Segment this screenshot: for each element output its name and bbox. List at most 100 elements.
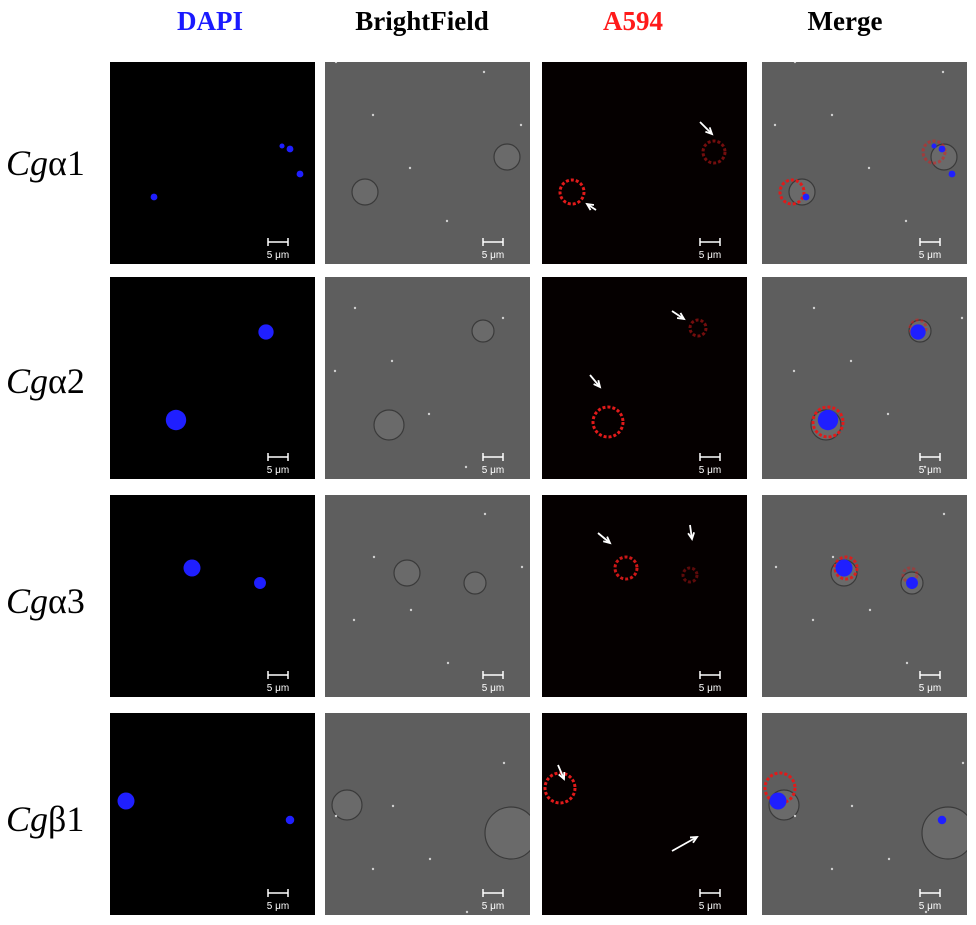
scale-bar: 5 μm [699, 453, 721, 476]
a594-signal-ring [811, 405, 845, 439]
nucleus [183, 559, 201, 577]
arrow-indicator [671, 836, 698, 852]
debris-speck [334, 814, 338, 818]
nucleus [937, 815, 947, 825]
nucleus [286, 145, 294, 153]
debris-speck [830, 113, 834, 117]
debris-speck [446, 661, 450, 665]
debris-speck [372, 555, 376, 559]
scale-bar: 5 μm [482, 889, 504, 912]
panel-brightfield-row-3: 5 μm [325, 495, 530, 697]
nucleus [296, 170, 304, 178]
nucleus [938, 145, 946, 153]
debris-speck [391, 804, 395, 808]
debris-speck [502, 761, 506, 765]
scale-bar-label: 5 μm [919, 683, 941, 694]
panel-merge-row-1: 5 μm [762, 62, 967, 264]
row-label-cga3: Cgα3 [6, 581, 85, 621]
a594-signal-ring [681, 566, 699, 584]
arrow-indicator [589, 374, 601, 388]
debris-speck [371, 113, 375, 117]
brightfield-cell [484, 806, 530, 860]
panel-a594-row-4: 5 μm [542, 713, 747, 915]
debris-speck [793, 814, 797, 818]
debris-speck [941, 70, 945, 74]
panel-dapi-row-4: 5 μm [110, 713, 315, 915]
a594-signal-ring [613, 555, 639, 581]
debris-speck [960, 316, 964, 320]
debris-speck [905, 661, 909, 665]
nucleus [285, 815, 295, 825]
brightfield-cell [788, 178, 816, 206]
row-label-cgb1: Cgβ1 [6, 799, 85, 839]
panel-a594-row-2: 5 μm [542, 277, 747, 479]
arrow-head [602, 536, 612, 545]
debris-speck [850, 804, 854, 808]
row-label-cga1: Cgα1 [6, 143, 85, 183]
scale-bar: 5 μm [267, 453, 289, 476]
scale-bar: 5 μm [267, 889, 289, 912]
nucleus [254, 577, 266, 589]
a594-signal-ring [701, 139, 727, 165]
panel-brightfield-row-2: 5 μm [325, 277, 530, 479]
debris-speck [904, 219, 908, 223]
brightfield-cell [373, 409, 405, 441]
brightfield-cell [493, 143, 521, 171]
debris-speck [390, 359, 394, 363]
debris-speck [352, 618, 356, 622]
panel-merge-row-2: 5 μm [762, 277, 967, 479]
scale-bar: 5 μm [919, 671, 941, 694]
scale-bar-label: 5 μm [482, 250, 504, 261]
arrow-head [687, 532, 695, 542]
column-header-dapi: DAPI [177, 6, 243, 36]
a594-signal-ring [591, 405, 625, 439]
scale-bar: 5 μm [699, 238, 721, 261]
debris-speck [887, 857, 891, 861]
debris-speck [428, 857, 432, 861]
debris-speck [520, 565, 524, 569]
row-label-cga2: Cgα2 [6, 361, 85, 401]
nucleus [165, 409, 187, 431]
brightfield-cell [471, 319, 495, 343]
debris-speck [867, 166, 871, 170]
scale-bar-label: 5 μm [919, 250, 941, 261]
debris-speck [793, 62, 797, 64]
debris-speck [445, 219, 449, 223]
nucleus [835, 559, 853, 577]
nucleus [906, 577, 918, 589]
debris-speck [371, 867, 375, 871]
debris-speck [812, 306, 816, 310]
nucleus [117, 792, 135, 810]
panel-a594-row-1: 5 μm [542, 62, 747, 264]
scale-bar-label: 5 μm [482, 683, 504, 694]
nucleus [948, 170, 956, 178]
nucleus [258, 324, 274, 340]
brightfield-cell [921, 806, 967, 860]
column-header-merge: Merge [807, 6, 883, 36]
debris-speck [773, 123, 777, 127]
scale-bar-label: 5 μm [699, 465, 721, 476]
panel-brightfield-row-1: 5 μm [325, 62, 530, 264]
panel-brightfield-row-4: 5 μm [325, 713, 530, 915]
scale-bar-label: 5 μm [267, 250, 289, 261]
debris-speck [830, 867, 834, 871]
scale-bar-label: 5 μm [267, 465, 289, 476]
scale-bar-label: 5 μm [919, 901, 941, 912]
arrow-indicator [597, 532, 611, 544]
a594-signal-ring [763, 771, 797, 805]
a594-signal-ring [558, 178, 586, 206]
scale-bar: 5 μm [482, 671, 504, 694]
debris-speck [464, 465, 468, 469]
column-header-a594: A594 [603, 6, 663, 36]
scale-bar: 5 μm [482, 453, 504, 476]
brightfield-cell [331, 789, 363, 821]
a594-signal-ring [921, 139, 947, 165]
nucleus [150, 193, 158, 201]
scale-bar: 5 μm [267, 238, 289, 261]
debris-speck [465, 910, 469, 914]
debris-speck [519, 123, 523, 127]
a594-signal-ring [688, 318, 708, 338]
scale-bar-label: 5 μm [482, 465, 504, 476]
panel-dapi-row-3: 5 μm [110, 495, 315, 697]
scale-bar: 5 μm [919, 889, 941, 912]
